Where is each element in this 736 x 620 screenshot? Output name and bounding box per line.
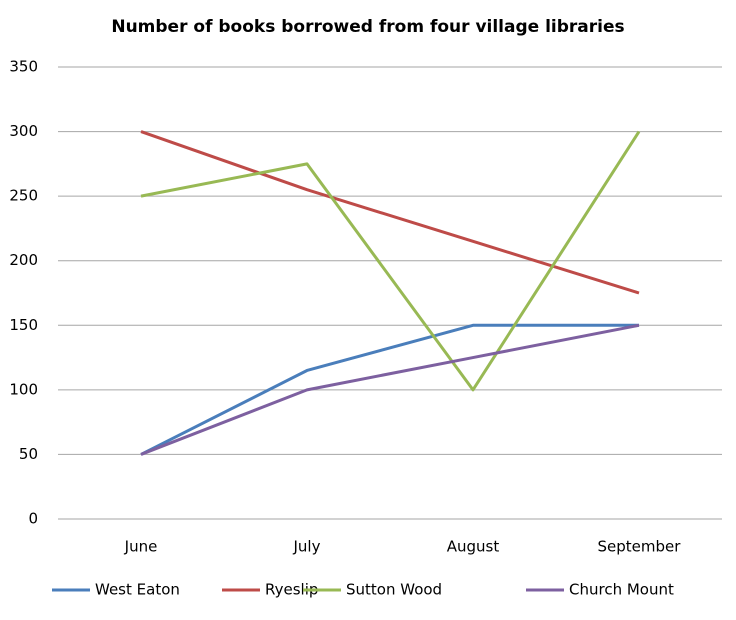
series-line — [140, 130, 641, 392]
series-line — [140, 323, 640, 456]
series-line — [140, 323, 639, 456]
legend-label: Church Mount — [569, 581, 674, 599]
x-tick-label: July — [293, 538, 321, 556]
y-tick-label: 250 — [9, 187, 38, 205]
x-tick-label: June — [124, 538, 158, 556]
legend-label: Sutton Wood — [346, 581, 442, 599]
y-tick-label: 100 — [9, 380, 38, 398]
y-tick-label: 0 — [28, 510, 38, 528]
y-tick-label: 50 — [19, 445, 38, 463]
y-tick-label: 200 — [9, 251, 38, 269]
y-tick-label: 300 — [9, 122, 38, 140]
y-tick-label: 350 — [9, 58, 38, 76]
series-line — [140, 130, 640, 295]
legend-label: Ryeslip — [265, 581, 318, 599]
x-tick-label: September — [598, 538, 682, 556]
x-tick-label: August — [447, 538, 500, 556]
y-tick-label: 150 — [9, 316, 38, 334]
legend-label: West Eaton — [95, 581, 180, 599]
chart-title: Number of books borrowed from four villa… — [111, 17, 624, 37]
